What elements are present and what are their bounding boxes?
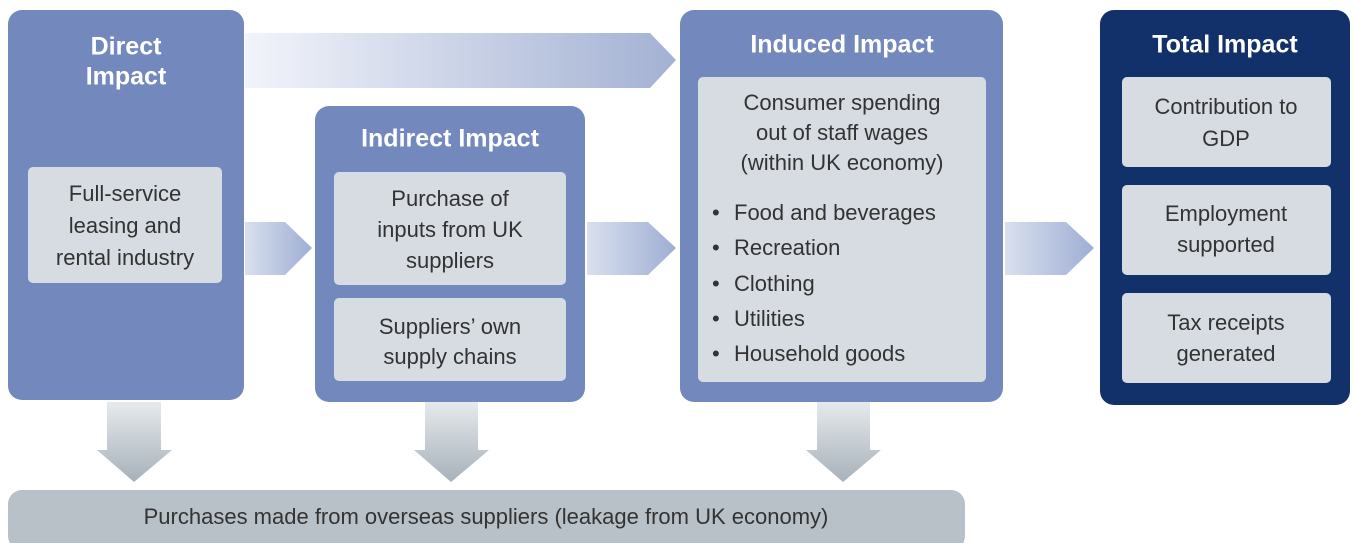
item-text: Purchase of xyxy=(391,186,509,211)
bullet-dot: • xyxy=(712,306,720,331)
bullet-dot: • xyxy=(712,235,720,260)
item-text: suppliers xyxy=(406,248,494,273)
arrow xyxy=(414,402,489,482)
arrow xyxy=(1005,222,1094,275)
arrow xyxy=(97,402,172,482)
bullet-text: Household goods xyxy=(734,341,905,366)
item-text: inputs from UK xyxy=(377,217,523,242)
item-box xyxy=(28,167,222,283)
item-text: Suppliers’ own xyxy=(379,314,521,339)
arrow xyxy=(806,402,881,482)
item-text: Full-service xyxy=(69,181,181,206)
bullet-dot: • xyxy=(712,200,720,225)
item-box xyxy=(1122,185,1331,275)
item-box xyxy=(1122,293,1331,383)
bullet-text: Clothing xyxy=(734,271,815,296)
item-text: Tax receipts xyxy=(1167,310,1284,335)
stage-title: Induced Impact xyxy=(750,31,934,59)
item-box xyxy=(1122,77,1331,167)
item-text: generated xyxy=(1176,341,1275,366)
leakage-text: Purchases made from overseas suppliers (… xyxy=(144,504,829,529)
item-box xyxy=(334,298,566,381)
stage-title: Impact xyxy=(86,63,167,91)
stage-title: Direct xyxy=(91,33,163,61)
arrows xyxy=(97,33,1094,482)
arrow xyxy=(245,33,676,88)
item-text: (within UK economy) xyxy=(741,150,944,175)
bullet-text: Utilities xyxy=(734,306,805,331)
item-text: Employment xyxy=(1165,201,1287,226)
item-text: supply chains xyxy=(383,344,516,369)
bullet-text: Food and beverages xyxy=(734,200,936,225)
bullet-text: Recreation xyxy=(734,235,840,260)
bullet-dot: • xyxy=(712,341,720,366)
item-text: out of staff wages xyxy=(756,120,928,145)
item-text: Consumer spending xyxy=(744,90,941,115)
arrow xyxy=(245,222,312,275)
bullet-dot: • xyxy=(712,271,720,296)
item-text: leasing and xyxy=(69,213,182,238)
item-text: rental industry xyxy=(56,245,194,270)
item-box xyxy=(698,77,986,382)
item-text: Contribution to xyxy=(1154,94,1297,119)
item-text: supported xyxy=(1177,232,1275,257)
leakage-bar xyxy=(8,490,965,543)
arrow xyxy=(587,222,676,275)
item-text: GDP xyxy=(1202,126,1250,151)
stage-title: Indirect Impact xyxy=(361,125,539,153)
item-box xyxy=(334,172,566,285)
stage-title: Total Impact xyxy=(1152,31,1298,59)
